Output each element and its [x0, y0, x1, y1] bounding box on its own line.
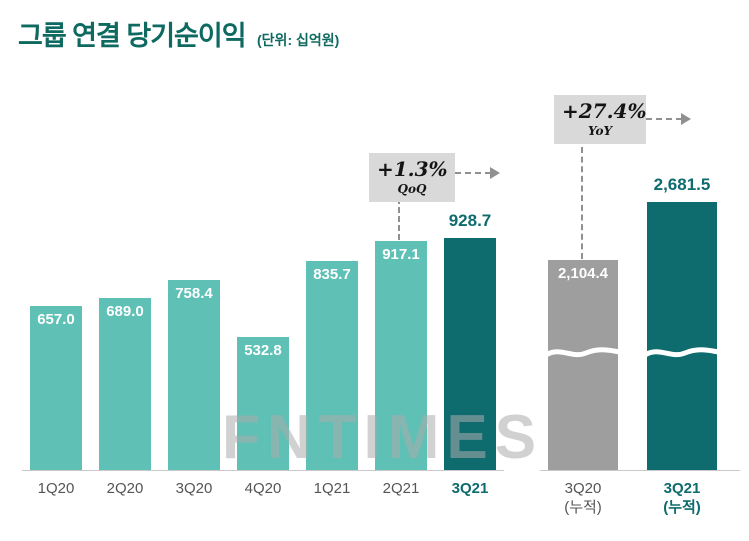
quarterly-bar: 657.0 [30, 306, 82, 470]
qoq-connector-line [398, 198, 400, 240]
x-axis-label-line2: (누적) [663, 498, 701, 516]
quarterly-bar: 532.8 [237, 337, 289, 470]
annotation-yoy: +27.4% YoY [554, 95, 646, 144]
annotation-qoq-basis: QoQ [397, 182, 427, 196]
quarterly-bar: 917.1 [375, 241, 427, 470]
x-axis-label-line2: (누적) [564, 498, 602, 516]
x-axis-label: 4Q20 [244, 480, 282, 497]
annotation-qoq: +1.3% QoQ [369, 153, 455, 202]
axis-break-wave [543, 344, 623, 362]
axis-break-wave [642, 344, 722, 362]
qoq-arrow-head [490, 167, 500, 179]
x-axis-label: 2Q21 [382, 480, 420, 497]
x-axis-label-line1: 3Q20 [564, 480, 602, 497]
x-axis-label: 1Q21 [313, 480, 351, 497]
yoy-connector-line [581, 147, 583, 259]
bar-value-label: 917.1 [382, 246, 420, 263]
cumulative-bar: 2,681.5 [642, 175, 722, 470]
bar-value-label: 835.7 [313, 266, 351, 283]
title-row: 그룹 연결 당기순이익 (단위: 십억원) [18, 14, 339, 53]
yoy-arrow-head [681, 113, 691, 125]
left-chart-baseline [22, 470, 504, 471]
quarterly-bar: 835.7 [306, 261, 358, 470]
right-chart-baseline [540, 470, 740, 471]
quarterly-bar: 928.7 [444, 211, 496, 470]
quarterly-bar: 758.4 [168, 280, 220, 470]
page-title: 그룹 연결 당기순이익 [18, 21, 247, 51]
bar-value-label: 532.8 [244, 342, 282, 359]
quarterly-bar: 689.0 [99, 298, 151, 470]
x-axis-label: 3Q21 (누적) [637, 480, 727, 518]
x-axis-label: 2Q20 [106, 480, 144, 497]
annotation-yoy-delta: +27.4% [562, 99, 647, 123]
annotation-qoq-delta: +1.3% [377, 157, 448, 181]
bar-value-label: 2,681.5 [653, 175, 711, 194]
x-axis-label-line1: 3Q21 [663, 480, 701, 497]
cumulative-bar: 2,104.4 [543, 260, 623, 470]
yoy-arrow-line [646, 118, 682, 120]
bar-value-label: 2,104.4 [557, 265, 609, 282]
x-axis-label: 3Q20 [175, 480, 213, 497]
x-axis-label: 1Q20 [37, 480, 75, 497]
annotation-yoy-basis: YoY [587, 124, 613, 138]
unit-label: (단위: 십억원) [257, 32, 340, 48]
bar-value-label: 758.4 [175, 285, 213, 302]
x-axis-label: 3Q21 [451, 480, 489, 497]
qoq-arrow-line [455, 172, 491, 174]
bar-value-label: 689.0 [106, 303, 144, 320]
x-axis-label: 3Q20 (누적) [538, 480, 628, 518]
bar-value-label: 657.0 [37, 311, 75, 328]
bar-value-label: 928.7 [448, 211, 492, 230]
